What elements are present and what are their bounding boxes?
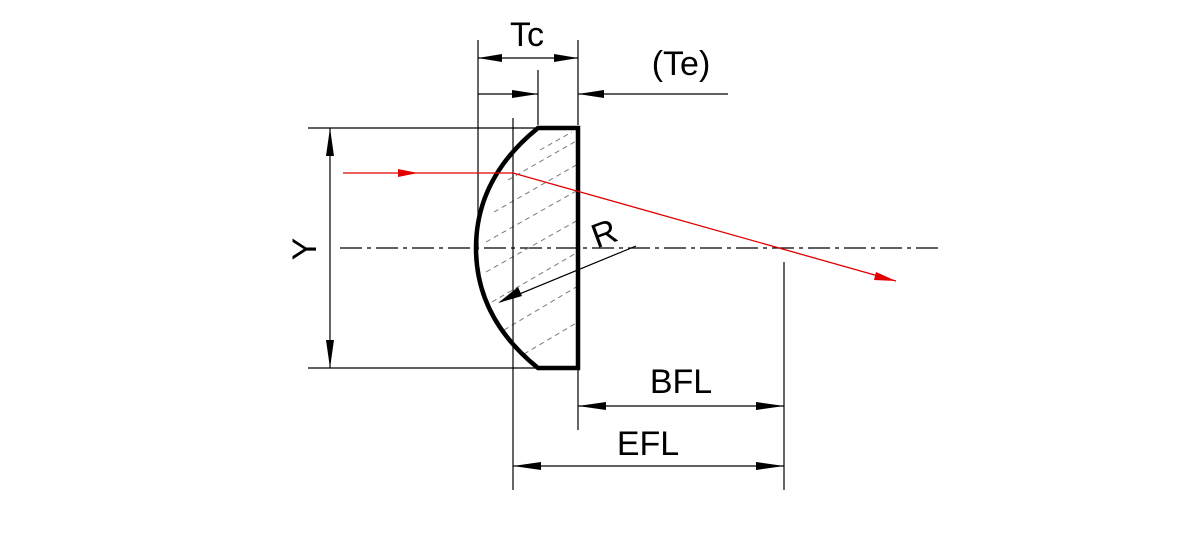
bfl-label: BFL	[650, 363, 712, 401]
tc-label: Tc	[510, 16, 544, 54]
tc-dimension	[478, 54, 578, 62]
light-ray	[343, 169, 897, 282]
glass-hatching	[485, 131, 579, 355]
y-dimension	[326, 128, 334, 368]
efl-label: EFL	[617, 425, 679, 463]
lens-outline	[473, 125, 581, 371]
bfl-dimension	[578, 402, 784, 410]
efl-dimension	[513, 462, 784, 470]
r-label: R	[586, 212, 622, 256]
extension-lines	[308, 40, 785, 490]
te-label: (Te)	[652, 45, 711, 83]
radius-leader	[498, 245, 637, 303]
te-dimension	[478, 90, 728, 98]
y-label: Y	[286, 238, 324, 261]
